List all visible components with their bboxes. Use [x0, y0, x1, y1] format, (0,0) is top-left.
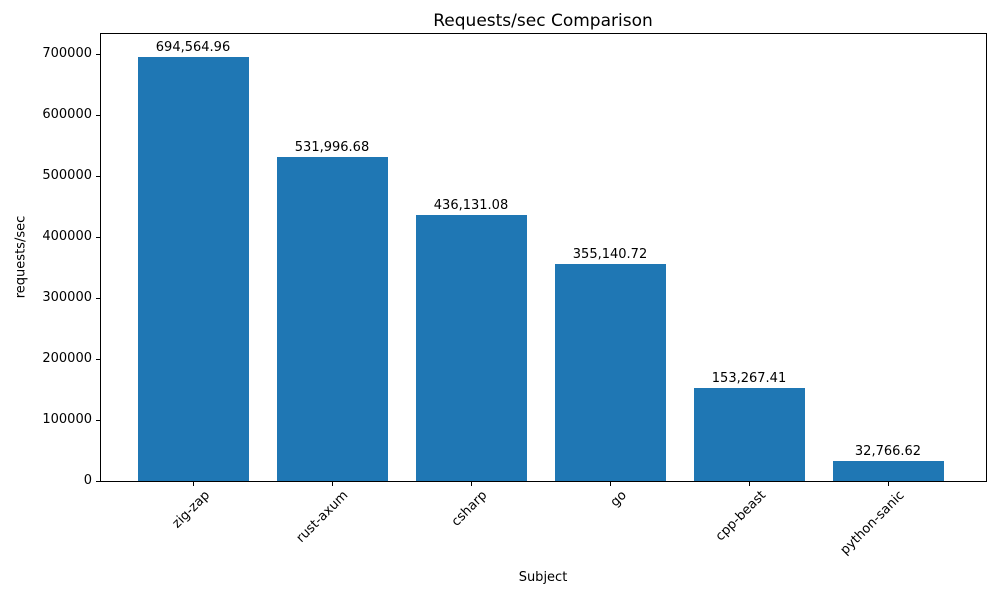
x-tick-mark: [888, 482, 889, 486]
y-tick-mark: [96, 481, 100, 482]
bar-value-label: 153,267.41: [711, 370, 787, 386]
x-tick-mark: [610, 482, 611, 486]
y-tick-mark: [96, 359, 100, 360]
bar-rust-axum: [276, 156, 388, 481]
bar-go: [554, 264, 666, 481]
y-tick-label: 200000: [42, 351, 92, 366]
y-tick-label: 100000: [42, 412, 92, 427]
x-tick-label-cpp-beast: cpp-beast: [712, 488, 769, 545]
y-tick-mark: [96, 54, 100, 55]
y-tick-label: 300000: [42, 290, 92, 305]
bar-csharp: [415, 215, 527, 481]
x-tick-label-go: go: [607, 488, 630, 511]
y-tick-label: 500000: [42, 168, 92, 183]
bar-value-label: 436,131.08: [433, 198, 509, 213]
x-tick-mark: [749, 482, 750, 486]
x-tick-label-rust-axum: rust-axum: [293, 488, 352, 546]
bar-value-label: 531,996.68: [294, 139, 370, 155]
y-tick-label: 400000: [42, 229, 92, 244]
bar-value-label: 32,766.62: [854, 444, 922, 459]
bar-zig-zap: [137, 57, 249, 481]
y-tick-mark: [96, 420, 100, 421]
x-tick-mark: [471, 482, 472, 486]
x-tick-label-csharp: csharp: [449, 488, 491, 530]
bar-python-sanic: [832, 461, 944, 481]
y-tick-mark: [96, 237, 100, 238]
bar-value-label: 355,140.72: [572, 247, 648, 263]
bar-value-label: 694,564.96: [155, 40, 231, 56]
y-tick-mark: [96, 176, 100, 177]
chart-title: Requests/sec Comparison: [433, 11, 653, 31]
x-tick-label-python-sanic: python-sanic: [837, 488, 908, 558]
plot-area: [100, 33, 987, 482]
y-tick-label: 600000: [42, 107, 92, 122]
x-tick-mark: [193, 482, 194, 486]
y-axis-label: requests/sec: [13, 215, 29, 299]
x-tick-mark: [332, 482, 333, 486]
y-tick-mark: [96, 298, 100, 299]
y-tick-mark: [96, 115, 100, 116]
y-tick-label: 700000: [42, 46, 92, 61]
bar-cpp-beast: [693, 387, 805, 481]
y-tick-label: 0: [83, 473, 92, 488]
x-axis-label: Subject: [518, 570, 568, 585]
x-tick-label-zig-zap: zig-zap: [169, 488, 213, 532]
